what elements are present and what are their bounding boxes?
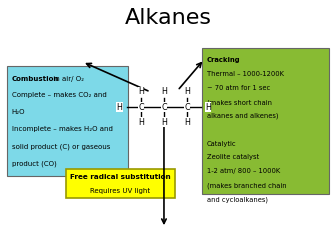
Text: H: H (161, 118, 167, 127)
Text: (makes short chain: (makes short chain (207, 99, 271, 106)
Text: H: H (138, 118, 144, 127)
Text: Complete – makes CO₂ and: Complete – makes CO₂ and (12, 92, 107, 99)
FancyBboxPatch shape (202, 48, 329, 194)
Text: Thermal – 1000-1200K: Thermal – 1000-1200K (207, 71, 284, 77)
Text: (makes branched chain: (makes branched chain (207, 182, 286, 189)
Text: H₂O: H₂O (12, 109, 25, 115)
Text: and cycloalkanes): and cycloalkanes) (207, 196, 268, 203)
Text: Alkanes: Alkanes (125, 8, 211, 27)
Text: Combustion: Combustion (12, 76, 59, 82)
Text: Zeolite catalyst: Zeolite catalyst (207, 154, 259, 161)
Text: Incomplete – makes H₂O and: Incomplete – makes H₂O and (12, 126, 113, 132)
Text: Requires UV light: Requires UV light (90, 188, 150, 195)
FancyBboxPatch shape (66, 169, 175, 198)
Text: C: C (161, 103, 167, 112)
Text: H: H (184, 118, 190, 127)
Text: ~ 70 atm for 1 sec: ~ 70 atm for 1 sec (207, 85, 270, 91)
Text: C: C (138, 103, 144, 112)
Text: Cracking: Cracking (207, 57, 240, 64)
Text: product (CO): product (CO) (12, 160, 56, 167)
FancyBboxPatch shape (7, 66, 128, 176)
Text: 1-2 atm/ 800 – 1000K: 1-2 atm/ 800 – 1000K (207, 168, 280, 174)
Text: solid product (C) or gaseous: solid product (C) or gaseous (12, 143, 110, 150)
Text: H: H (161, 87, 167, 97)
Text: alkanes and alkenes): alkanes and alkenes) (207, 113, 278, 119)
Text: in air/ O₂: in air/ O₂ (51, 76, 84, 82)
Text: H: H (205, 103, 211, 112)
Text: Catalytic: Catalytic (207, 141, 236, 147)
Text: H: H (184, 87, 190, 97)
Text: H: H (117, 103, 123, 112)
Text: C: C (184, 103, 190, 112)
Text: H: H (138, 87, 144, 97)
Text: Free radical substitution: Free radical substitution (70, 174, 170, 180)
